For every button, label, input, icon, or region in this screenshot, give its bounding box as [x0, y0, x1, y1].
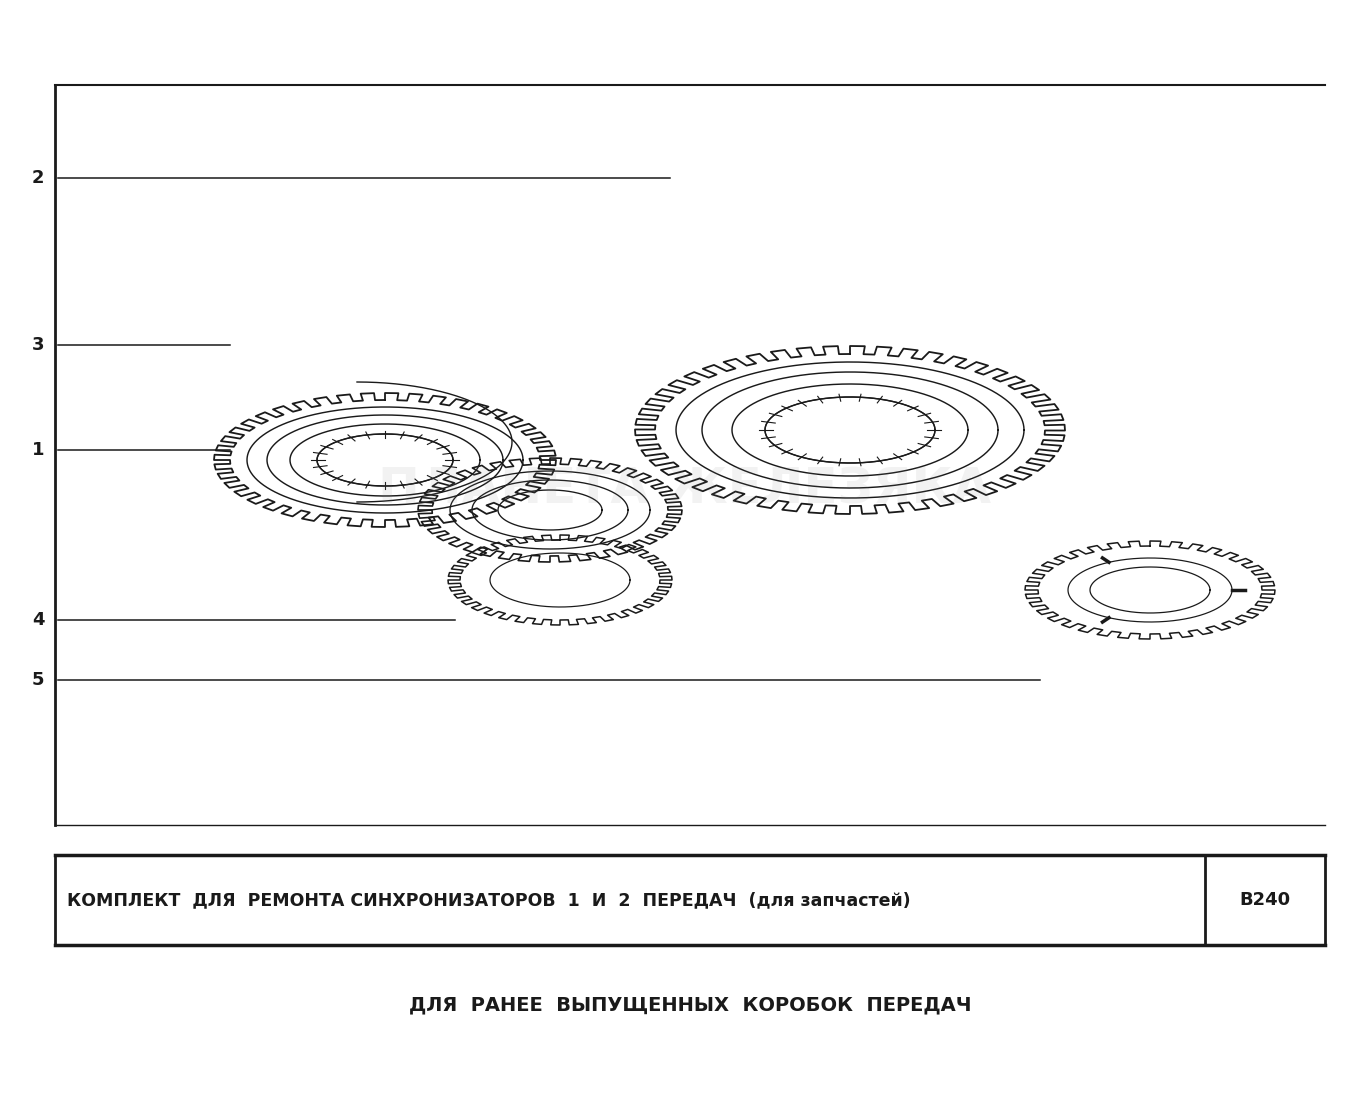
Text: ПЛАНЕТА ЖЕЛЕЗЯКА: ПЛАНЕТА ЖЕЛЕЗЯКА [378, 466, 991, 514]
Text: В240: В240 [1239, 891, 1290, 909]
Text: КОМПЛЕКТ  ДЛЯ  РЕМОНТА СИНХРОНИЗАТОРОВ  1  И  2  ПЕРЕДАЧ  (для запчастей): КОМПЛЕКТ ДЛЯ РЕМОНТА СИНХРОНИЗАТОРОВ 1 И… [67, 891, 910, 909]
Text: 5: 5 [32, 671, 44, 689]
Text: 4: 4 [32, 610, 44, 629]
Text: 1: 1 [32, 441, 44, 459]
Text: ДЛЯ  РАНЕЕ  ВЫПУЩЕННЫХ  КОРОБОК  ПЕРЕДАЧ: ДЛЯ РАНЕЕ ВЫПУЩЕННЫХ КОРОБОК ПЕРЕДАЧ [409, 995, 971, 1014]
Text: 2: 2 [32, 169, 44, 187]
Text: 3: 3 [32, 336, 44, 354]
